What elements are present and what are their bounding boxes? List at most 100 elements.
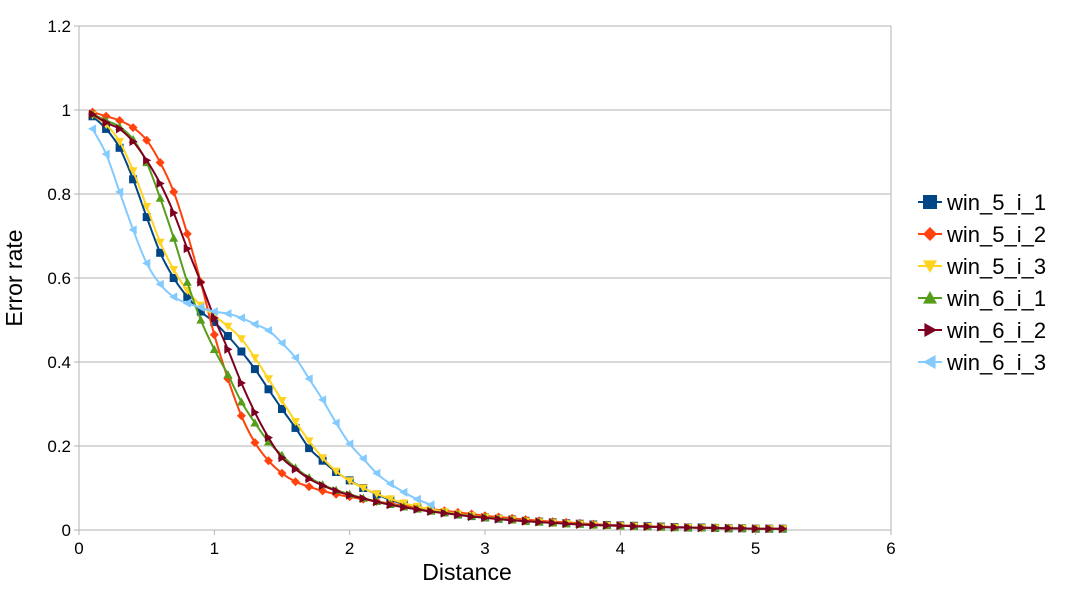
legend-label: win_6_i_3 bbox=[946, 350, 1046, 375]
data-point-win_5_i_1 bbox=[169, 274, 178, 282]
data-point-win_6_i_1 bbox=[250, 418, 260, 427]
data-point-win_5_i_3 bbox=[250, 354, 260, 363]
data-point-win_6_i_1 bbox=[264, 437, 273, 446]
data-point-win_6_i_2 bbox=[278, 453, 287, 463]
data-point-win_6_i_3 bbox=[142, 258, 151, 268]
data-point-win_5_i_3 bbox=[236, 335, 246, 344]
legend-marker bbox=[923, 227, 937, 241]
data-point-win_5_i_3 bbox=[223, 322, 233, 331]
data-point-win_6_i_2 bbox=[576, 520, 585, 529]
data-point-win_6_i_2 bbox=[251, 407, 260, 417]
data-point-win_6_i_1 bbox=[169, 233, 179, 242]
data-point-win_6_i_2 bbox=[102, 118, 111, 128]
legend-item-win_5_i_2: win_5_i_2 bbox=[918, 222, 1046, 247]
data-point-win_6_i_3 bbox=[291, 353, 300, 363]
data-point-win_6_i_3 bbox=[331, 418, 340, 428]
data-point-win_6_i_2 bbox=[183, 244, 192, 254]
data-point-win_6_i_2 bbox=[332, 486, 341, 496]
legend-marker bbox=[923, 355, 936, 369]
data-point-win_6_i_3 bbox=[236, 313, 245, 323]
data-point-win_6_i_2 bbox=[291, 464, 300, 474]
data-point-win_6_i_2 bbox=[697, 523, 706, 533]
data-point-win_6_i_3 bbox=[88, 124, 97, 134]
legend-marker bbox=[923, 291, 937, 304]
data-point-win_6_i_2 bbox=[440, 508, 449, 518]
x-tick-label: 4 bbox=[616, 539, 625, 558]
data-point-win_5_i_1 bbox=[142, 213, 151, 222]
data-point-win_5_i_3 bbox=[155, 238, 165, 247]
data-point-win_6_i_2 bbox=[143, 155, 152, 165]
data-point-win_5_i_1 bbox=[223, 332, 232, 340]
data-point-win_5_i_3 bbox=[345, 477, 355, 486]
data-point-win_6_i_3 bbox=[264, 326, 273, 335]
data-point-win_6_i_2 bbox=[616, 521, 625, 531]
data-point-win_5_i_2 bbox=[142, 135, 152, 145]
legend-marker bbox=[923, 260, 937, 273]
data-point-win_6_i_2 bbox=[562, 519, 571, 529]
data-point-win_5_i_1 bbox=[156, 248, 165, 257]
data-point-win_6_i_1 bbox=[182, 277, 192, 286]
y-tick-label: 0.8 bbox=[47, 185, 71, 204]
x-tick-label: 6 bbox=[886, 539, 895, 558]
data-point-win_5_i_1 bbox=[183, 292, 192, 301]
data-point-win_6_i_3 bbox=[169, 292, 178, 302]
data-point-win_5_i_3 bbox=[304, 437, 314, 446]
data-point-win_5_i_1 bbox=[264, 385, 273, 394]
data-point-win_5_i_3 bbox=[358, 484, 368, 493]
data-point-win_6_i_2 bbox=[170, 208, 179, 218]
data-point-win_5_i_2 bbox=[128, 123, 138, 133]
y-tick-label: 0.4 bbox=[47, 353, 71, 372]
legend-marker bbox=[923, 195, 937, 209]
legend: win_5_i_1 win_5_i_2 win_5_i_3 win_6_i_1 win_… bbox=[918, 190, 1046, 375]
data-point-win_6_i_2 bbox=[711, 523, 720, 533]
data-point-win_6_i_3 bbox=[385, 479, 394, 489]
x-axis-title: Distance bbox=[422, 559, 511, 585]
legend-item-win_5_i_3: win_5_i_3 bbox=[918, 254, 1046, 279]
data-point-win_6_i_3 bbox=[277, 338, 286, 348]
data-point-win_6_i_3 bbox=[372, 468, 381, 478]
data-point-win_5_i_2 bbox=[277, 468, 287, 478]
data-point-win_6_i_3 bbox=[304, 374, 313, 384]
data-point-win_5_i_3 bbox=[264, 375, 273, 384]
data-point-win_6_i_2 bbox=[779, 524, 788, 534]
series-group bbox=[88, 107, 788, 534]
y-tick-label: 0 bbox=[62, 521, 71, 540]
data-point-win_6_i_3 bbox=[399, 487, 408, 497]
y-tick-label: 0.6 bbox=[47, 269, 71, 288]
data-point-win_6_i_2 bbox=[467, 512, 476, 522]
y-tick-label: 1 bbox=[62, 101, 71, 120]
y-axis-ticks: 0 0.2 0.4 0.6 0.8 1 1.2 bbox=[47, 17, 79, 540]
data-point-win_5_i_3 bbox=[318, 454, 328, 463]
data-point-win_5_i_2 bbox=[182, 229, 192, 239]
data-point-win_5_i_3 bbox=[169, 266, 179, 275]
data-point-win_5_i_1 bbox=[237, 347, 246, 356]
data-point-win_5_i_1 bbox=[278, 405, 286, 413]
data-point-win_5_i_1 bbox=[250, 365, 259, 374]
data-point-win_6_i_2 bbox=[116, 124, 125, 134]
data-point-win_5_i_3 bbox=[331, 467, 341, 476]
data-point-win_6_i_2 bbox=[643, 522, 652, 532]
data-point-win_6_i_2 bbox=[481, 513, 490, 523]
data-point-win_5_i_2 bbox=[115, 116, 125, 125]
data-point-win_6_i_3 bbox=[223, 309, 232, 319]
data-point-win_5_i_3 bbox=[385, 495, 395, 504]
data-point-win_5_i_2 bbox=[169, 187, 179, 197]
data-point-win_5_i_2 bbox=[291, 477, 300, 487]
data-point-win_6_i_2 bbox=[264, 433, 273, 443]
legend-marker bbox=[924, 323, 937, 337]
x-tick-label: 2 bbox=[345, 539, 354, 558]
data-point-win_6_i_2 bbox=[400, 502, 409, 512]
data-point-win_6_i_2 bbox=[494, 514, 503, 524]
data-point-win_6_i_3 bbox=[358, 454, 367, 464]
x-tick-label: 5 bbox=[751, 539, 760, 558]
data-point-win_5_i_3 bbox=[277, 397, 287, 406]
legend-label: win_6_i_2 bbox=[946, 318, 1046, 343]
data-point-win_5_i_1 bbox=[305, 444, 314, 453]
data-point-win_6_i_2 bbox=[413, 504, 422, 514]
legend-item-win_6_i_2: win_6_i_2 bbox=[918, 318, 1046, 343]
data-point-win_6_i_1 bbox=[155, 193, 165, 202]
data-point-win_6_i_2 bbox=[630, 521, 639, 531]
gridlines bbox=[79, 25, 891, 447]
data-point-win_6_i_2 bbox=[657, 522, 666, 532]
data-point-win_6_i_2 bbox=[684, 523, 693, 532]
